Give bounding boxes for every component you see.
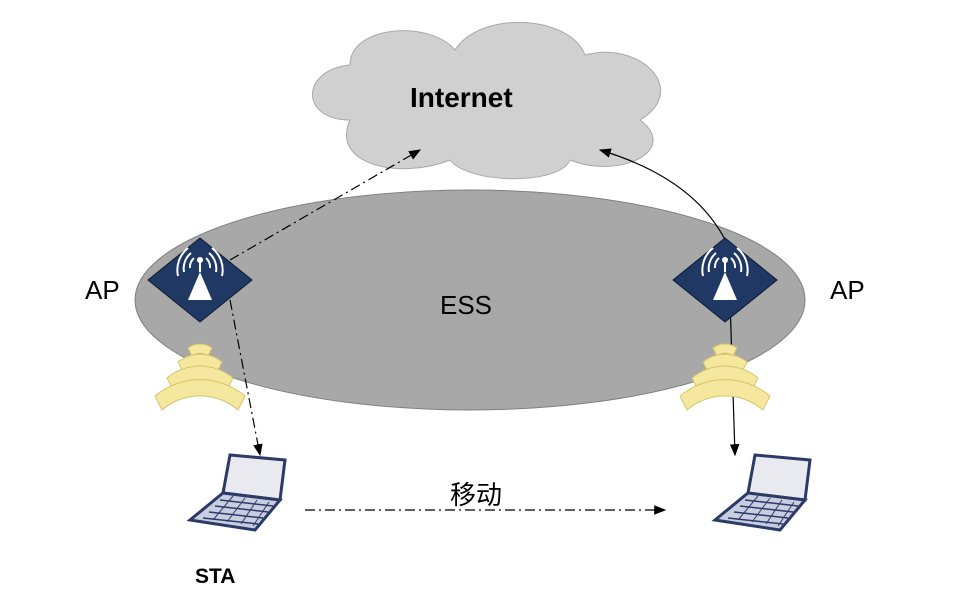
ap-right-label: AP (830, 275, 865, 306)
sta-label: STA (195, 565, 235, 589)
move-label: 移动 (450, 475, 502, 512)
laptop-left-icon (190, 455, 285, 530)
internet-label: Internet (410, 82, 513, 114)
laptop-right-icon (715, 455, 810, 530)
ess-label: ESS (440, 290, 492, 321)
ap-left-label: AP (85, 275, 120, 306)
